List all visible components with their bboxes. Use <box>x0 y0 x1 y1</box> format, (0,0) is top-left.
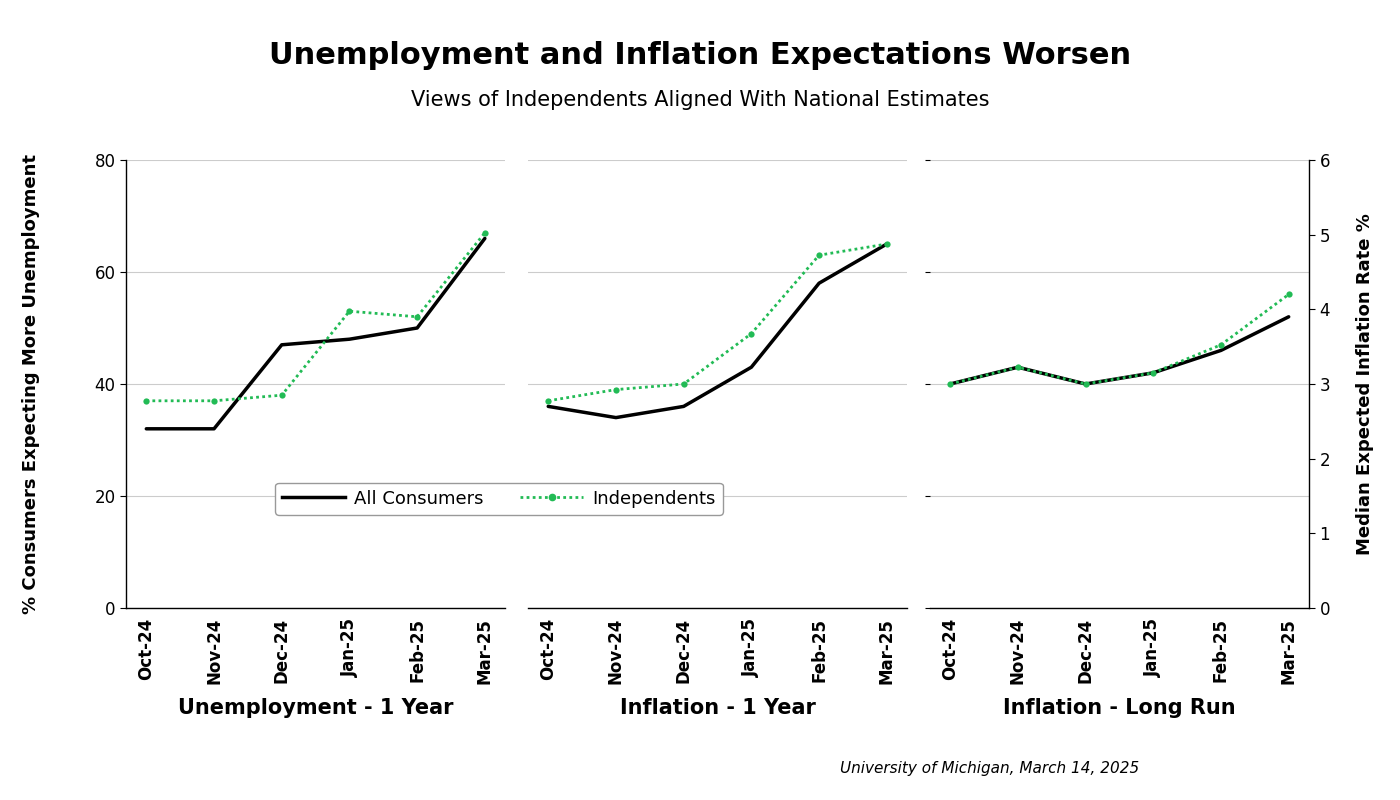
Legend: All Consumers, Independents: All Consumers, Independents <box>274 482 722 515</box>
Text: University of Michigan, March 14, 2025: University of Michigan, March 14, 2025 <box>840 761 1140 776</box>
X-axis label: Inflation - 1 Year: Inflation - 1 Year <box>620 698 815 718</box>
Text: % Consumers Expecting More Unemployment: % Consumers Expecting More Unemployment <box>22 154 39 614</box>
Text: Unemployment and Inflation Expectations Worsen: Unemployment and Inflation Expectations … <box>269 42 1131 70</box>
X-axis label: Inflation - Long Run: Inflation - Long Run <box>1004 698 1236 718</box>
X-axis label: Unemployment - 1 Year: Unemployment - 1 Year <box>178 698 454 718</box>
Text: Median Expected Inflation Rate %: Median Expected Inflation Rate % <box>1357 213 1373 555</box>
Text: Views of Independents Aligned With National Estimates: Views of Independents Aligned With Natio… <box>410 90 990 110</box>
